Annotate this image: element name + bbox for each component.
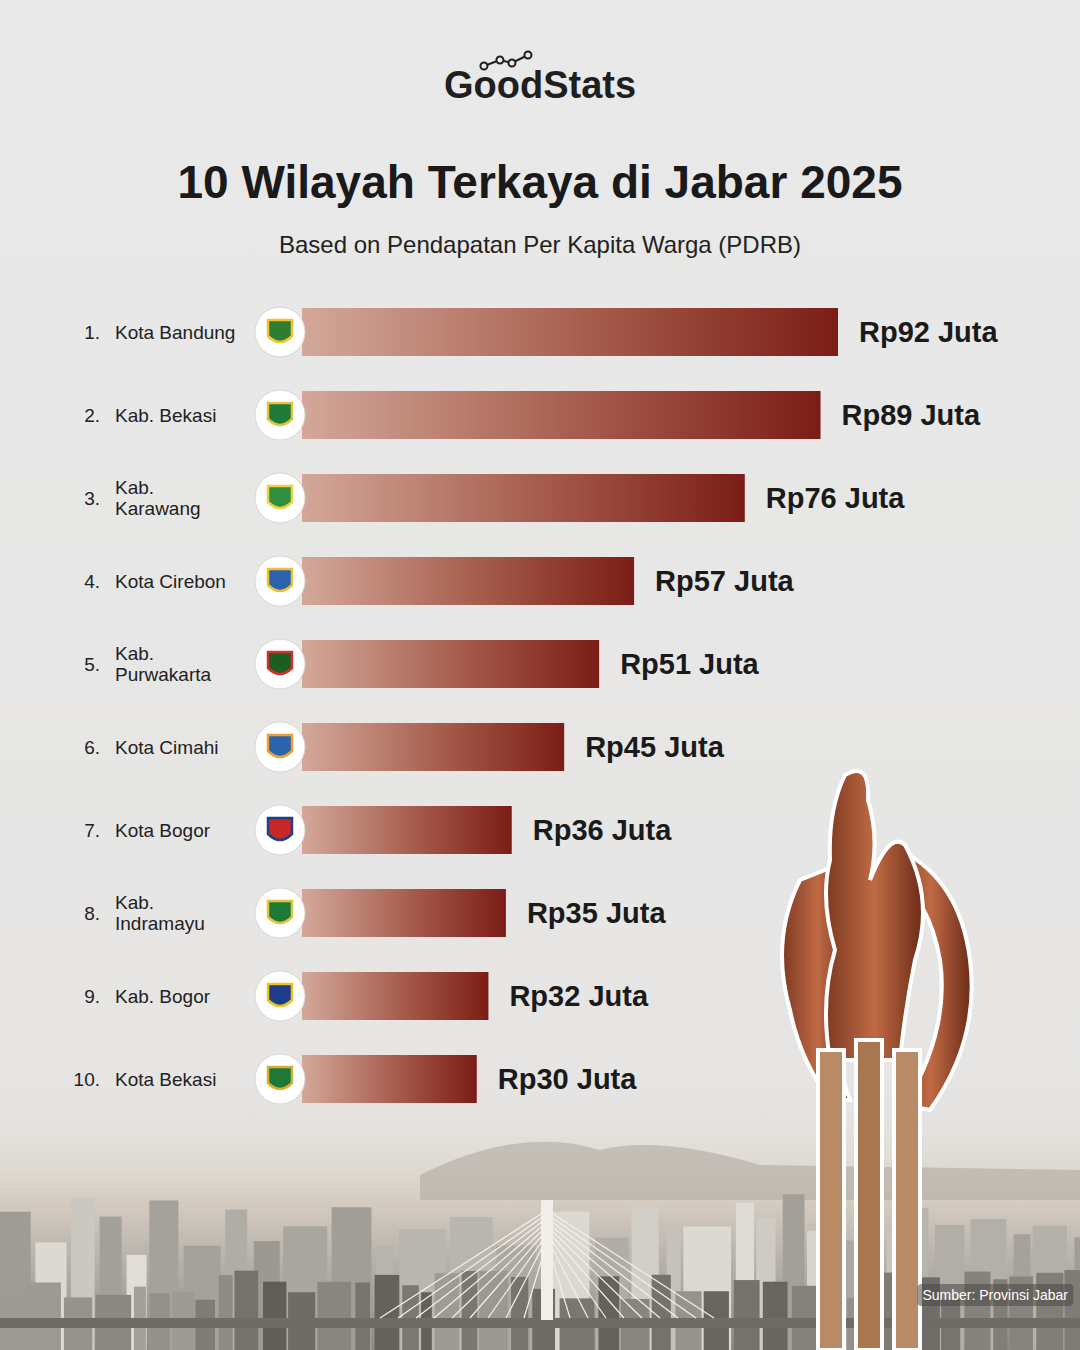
rank-label: 5. <box>84 654 100 675</box>
rank-label: 6. <box>84 737 100 758</box>
data-label: Rp57 Juta <box>655 565 794 597</box>
region-logo <box>255 805 305 855</box>
source: Sumber: Provinsi Jabar <box>922 1287 1068 1303</box>
background <box>0 0 1080 1350</box>
bar <box>302 308 838 356</box>
bar <box>302 1055 477 1103</box>
rank-label: 2. <box>84 405 100 426</box>
bars <box>302 308 838 1103</box>
rank-label: 10. <box>74 1069 100 1090</box>
bar <box>302 972 488 1020</box>
bar <box>302 640 599 688</box>
brand-logo: GoodStats <box>444 64 636 106</box>
source-backdrop <box>917 1284 1073 1306</box>
bar <box>302 474 745 522</box>
rank-label: 8. <box>84 903 100 924</box>
category-label: Kota Bogor <box>115 820 211 841</box>
rank-label: 1. <box>84 322 100 343</box>
chart: GoodStats 10 Wilayah Terkaya di Jabar 202… <box>0 0 1080 1350</box>
data-label: Rp51 Juta <box>620 648 759 680</box>
rank-label: 9. <box>84 986 100 1007</box>
bar <box>302 806 512 854</box>
data-label: Rp36 Juta <box>533 814 672 846</box>
bar <box>302 391 821 439</box>
bar <box>302 723 564 771</box>
category-label: Kab. Bogor <box>115 986 211 1007</box>
rank-label: 4. <box>84 571 100 592</box>
bar <box>302 557 634 605</box>
title: 10 Wilayah Terkaya di Jabar 2025 <box>178 156 903 208</box>
bar <box>302 889 506 937</box>
brand-icon <box>480 52 531 70</box>
category-label: Kota Bandung <box>115 322 235 343</box>
region-logo <box>255 971 305 1021</box>
torch-monument <box>782 771 972 1350</box>
category-label: Kab. Bekasi <box>115 405 216 426</box>
data-label: Rp89 Juta <box>842 399 981 431</box>
category-label: Kab.Indramayu <box>115 892 205 934</box>
data-label: Rp45 Juta <box>585 731 724 763</box>
data-label: Rp92 Juta <box>859 316 998 348</box>
region-logo <box>255 1054 305 1104</box>
category-label: Kab.Karawang <box>115 477 201 519</box>
data-label: Rp76 Juta <box>766 482 905 514</box>
region-logo <box>255 556 305 606</box>
region-logo <box>255 473 305 523</box>
region-logo <box>255 639 305 689</box>
category-label: Kab.Purwakarta <box>115 643 212 685</box>
subtitle: Based on Pendapatan Per Kapita Warga (PD… <box>279 231 801 258</box>
data-label: Rp35 Juta <box>527 897 666 929</box>
category-label: Kota Cimahi <box>115 737 219 758</box>
labels: 1. Kota Bandung Rp92 Juta 2. Kab. Bekasi Rp89… <box>74 307 999 1104</box>
rank-label: 7. <box>84 820 100 841</box>
rank-label: 3. <box>84 488 100 509</box>
region-logo <box>255 390 305 440</box>
category-label: Kota Bekasi <box>115 1069 216 1090</box>
data-label: Rp30 Juta <box>498 1063 637 1095</box>
category-label: Kota Cirebon <box>115 571 226 592</box>
region-logo <box>255 722 305 772</box>
region-logo <box>255 307 305 357</box>
data-label: Rp32 Juta <box>509 980 648 1012</box>
region-logo <box>255 888 305 938</box>
